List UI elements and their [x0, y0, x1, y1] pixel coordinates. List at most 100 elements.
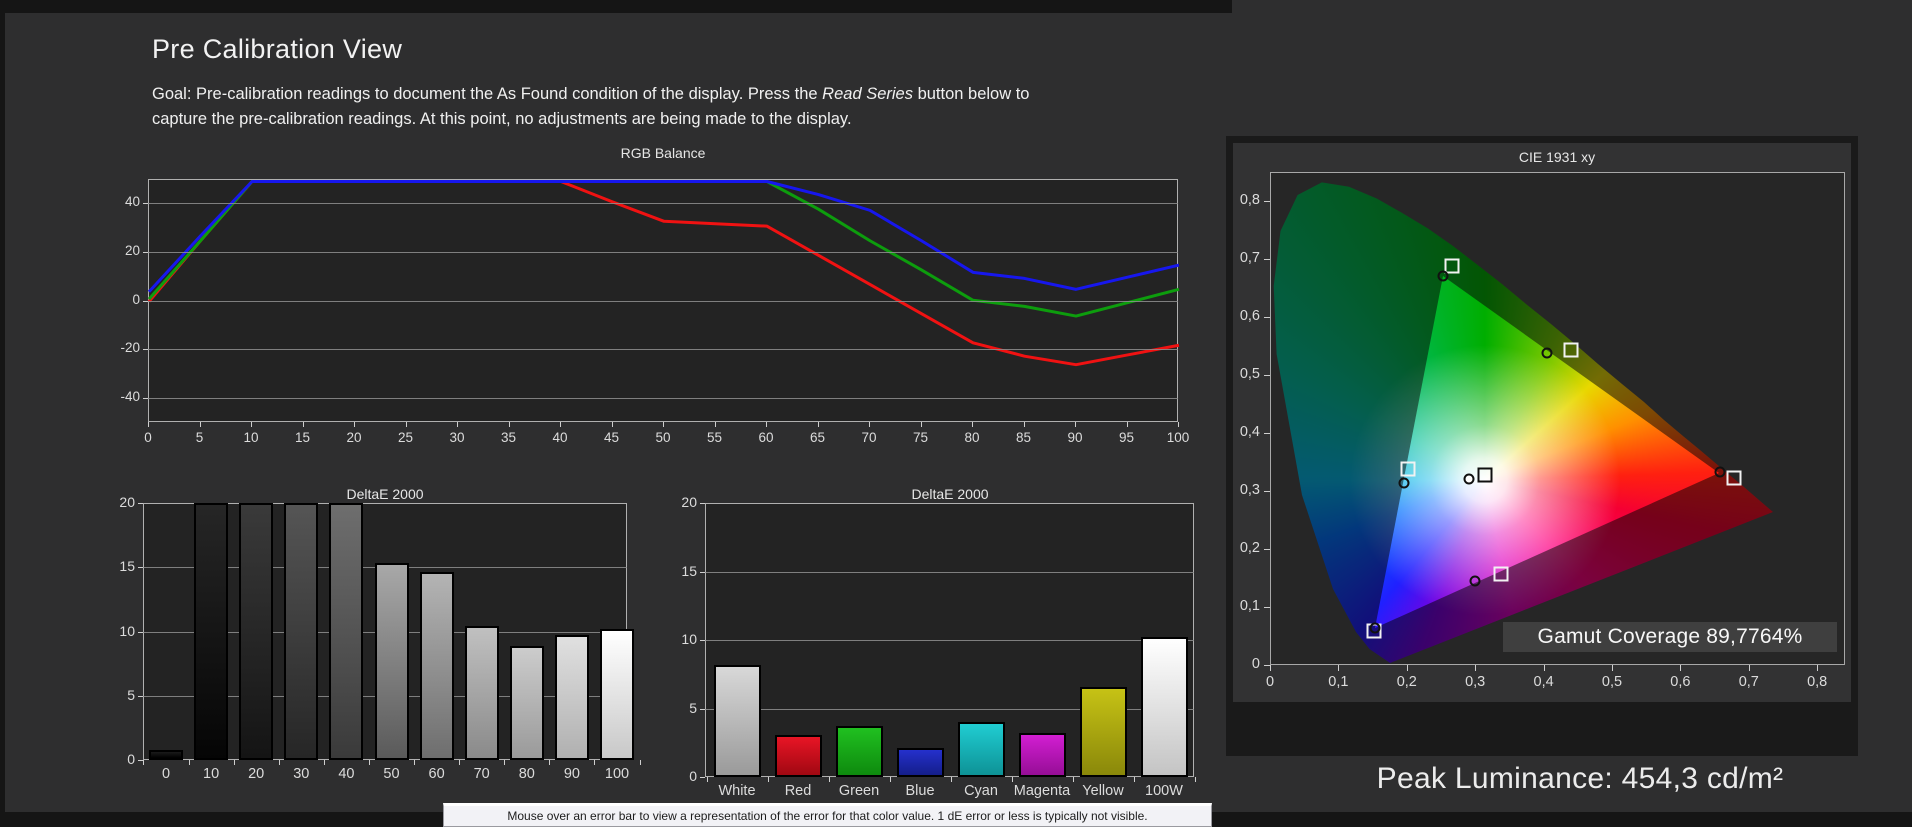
y-tick-mark: [1264, 665, 1270, 666]
x-tick-mark: [143, 760, 145, 765]
bar-green[interactable]: [835, 726, 883, 777]
x-tick-mark: [1680, 665, 1682, 671]
bar-category-label: White: [718, 783, 756, 799]
y-axis-label: 5: [689, 699, 697, 716]
target-square-red: [1726, 470, 1742, 486]
x-tick-mark: [504, 760, 506, 765]
x-axis-label: 45: [603, 430, 620, 445]
bar-category-label: 100: [604, 766, 630, 782]
x-tick-mark: [766, 422, 767, 427]
bar-category-label: 50: [383, 766, 400, 782]
x-tick-mark: [1612, 665, 1613, 671]
bar-40[interactable]: [329, 503, 364, 760]
x-tick-mark: [199, 422, 201, 427]
x-axis-label: 55: [706, 430, 723, 445]
bar-90[interactable]: [554, 635, 589, 760]
y-tick-mark: [138, 695, 143, 697]
bar-20[interactable]: [239, 503, 274, 760]
bar-category-label: 60: [428, 766, 445, 782]
bar-category-label: 100W: [1145, 783, 1183, 799]
measured-point-yellow: [1541, 347, 1553, 359]
x-tick-mark: [302, 422, 304, 427]
bar-0[interactable]: [149, 749, 183, 760]
gridline: [148, 203, 1178, 205]
measured-point-magenta: [1469, 575, 1481, 587]
x-axis-label: 10: [243, 430, 259, 445]
y-axis-label: 0,1: [1239, 598, 1260, 614]
y-axis-label: 0: [689, 768, 697, 784]
bar-white[interactable]: [713, 664, 761, 777]
bar-yellow[interactable]: [1079, 686, 1127, 777]
bar-50[interactable]: [374, 563, 409, 760]
y-tick-mark: [700, 640, 705, 641]
y-tick-mark: [1264, 491, 1270, 492]
x-axis-label: 0,5: [1601, 674, 1623, 690]
cie-diagram: [1270, 172, 1845, 665]
x-tick-mark: [354, 422, 355, 427]
blue-balance-line: [147, 180, 1180, 293]
x-tick-mark: [459, 760, 461, 765]
y-tick-mark: [143, 300, 148, 302]
x-tick-mark: [1072, 777, 1074, 782]
x-tick-mark: [1543, 665, 1545, 671]
bar-category-label: 40: [338, 766, 355, 782]
x-tick-mark: [706, 777, 708, 782]
gridline: [148, 251, 1178, 253]
bar-10[interactable]: [194, 503, 229, 760]
bar-80[interactable]: [509, 645, 544, 760]
x-axis-label: 40: [552, 430, 568, 445]
peak-luminance-readout: Peak Luminance: 454,3 cd/m²: [1376, 762, 1784, 795]
y-axis-label: 0,4: [1239, 424, 1260, 440]
y-axis-label: 0,2: [1239, 540, 1260, 556]
bar-cyan[interactable]: [957, 722, 1005, 777]
y-axis-label: -20: [120, 340, 140, 356]
x-tick-mark: [549, 760, 551, 765]
bar-30[interactable]: [284, 503, 319, 760]
bar-60[interactable]: [419, 572, 454, 760]
read-series-reference: Read Series: [822, 85, 913, 103]
error-bar-hint-text: Mouse over an error bar to view a repres…: [507, 809, 1148, 823]
y-axis-label: 20: [681, 494, 697, 510]
x-tick-mark: [1023, 422, 1025, 427]
measured-point-cyan: [1398, 477, 1410, 489]
target-square-magenta: [1493, 566, 1509, 582]
x-axis-label: 35: [500, 430, 517, 445]
x-tick-mark: [1748, 665, 1750, 671]
x-tick-mark: [594, 760, 596, 765]
x-tick-mark: [405, 422, 407, 427]
error-bar-hint: Mouse over an error bar to view a repres…: [443, 803, 1212, 827]
x-axis-label: 0,4: [1533, 674, 1554, 690]
x-axis-label: 20: [346, 430, 362, 445]
bar-category-label: 10: [203, 766, 220, 782]
y-axis-label: 10: [119, 622, 135, 639]
bar-blue[interactable]: [896, 748, 944, 777]
bar-100w[interactable]: [1140, 637, 1188, 777]
y-tick-mark: [1264, 549, 1270, 550]
bar-category-label: 30: [293, 766, 310, 782]
x-tick-mark: [611, 422, 613, 427]
x-axis-label: 0,8: [1807, 674, 1828, 690]
x-tick-mark: [1817, 665, 1819, 671]
x-tick-mark: [414, 760, 416, 765]
x-tick-mark: [869, 422, 870, 427]
y-axis-label: 0: [132, 291, 140, 307]
bar-category-label: 0: [161, 766, 171, 782]
x-tick-mark: [1011, 777, 1013, 782]
bar-magenta[interactable]: [1018, 733, 1066, 777]
y-axis-label: 20: [119, 494, 135, 510]
bar-70[interactable]: [464, 626, 499, 760]
x-axis-label: 50: [655, 430, 671, 445]
x-axis-label: 95: [1118, 430, 1135, 445]
y-axis-label: 0,7: [1239, 250, 1260, 266]
gridline: [705, 571, 1194, 573]
bar-100[interactable]: [600, 628, 634, 760]
goal-line1-post: button below to: [912, 85, 1030, 103]
y-axis-label: 15: [119, 558, 135, 575]
bar-red[interactable]: [774, 734, 822, 777]
target-square-white: [1477, 467, 1493, 483]
gamut-coverage-label: Gamut Coverage 89,7764%: [1537, 625, 1803, 648]
bar-category-label: Red: [784, 783, 812, 799]
x-axis-label: 0,2: [1396, 674, 1417, 690]
x-axis-label: 0: [1265, 674, 1275, 690]
rgb-balance-lines: [147, 180, 1180, 367]
